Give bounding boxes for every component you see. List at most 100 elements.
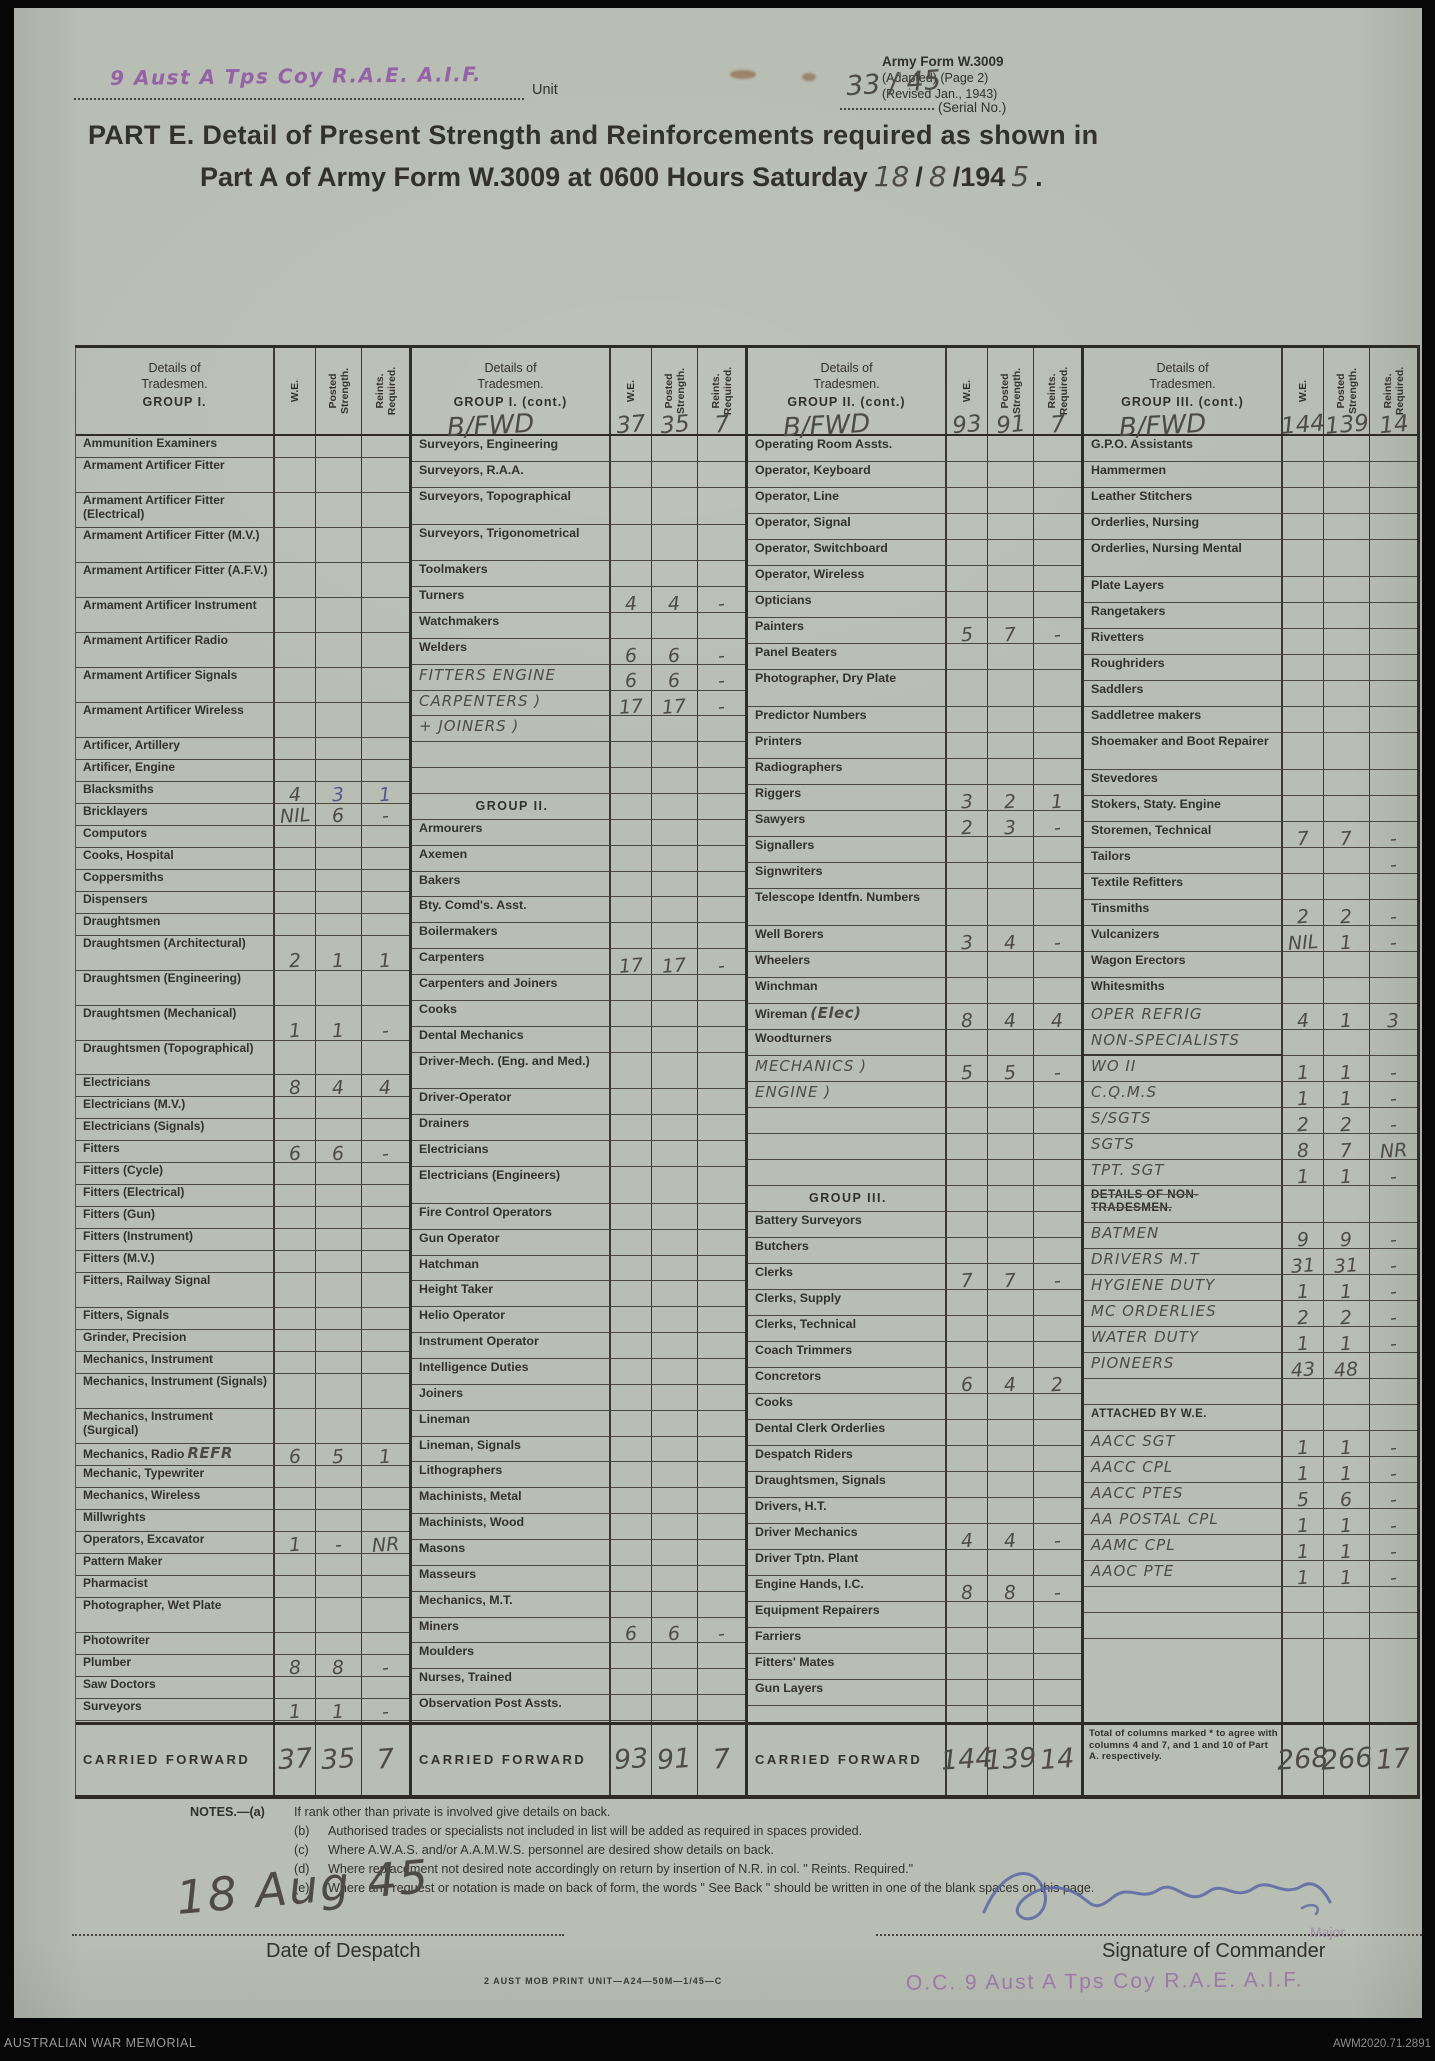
trade-row: S/SGTS 2 2 - <box>1084 1108 1417 1137</box>
trade-label: AACC CPL <box>1084 1457 1283 1483</box>
spacer-cell <box>698 1721 745 1722</box>
group-name: GROUP I. (cont.) <box>453 395 568 410</box>
handwritten-value: 1 <box>1296 1436 1310 1460</box>
we-cell <box>1283 1379 1324 1405</box>
trade-row: Radiographers <box>748 759 1081 785</box>
handwritten-value: - <box>717 670 726 693</box>
rr-cell: - <box>1370 1509 1417 1537</box>
we-cell <box>1283 1405 1324 1431</box>
ps-cell <box>1324 796 1370 822</box>
rr-cell <box>698 1462 745 1489</box>
trade-label: Photographer, Wet Plate <box>76 1598 275 1634</box>
rr-cell: - <box>1370 1301 1417 1329</box>
trade-label: Mechanics, Instrument <box>76 1352 275 1375</box>
ps-cell: 4 <box>988 1004 1034 1032</box>
trade-label: Operator, Signal <box>748 514 947 540</box>
handwritten-value: 1 <box>1296 1087 1310 1111</box>
trade-label <box>1084 1587 1283 1613</box>
trade-row: Grinder, Precision <box>76 1330 409 1353</box>
trade-row: Lithographers <box>412 1462 745 1489</box>
we-cell: 3 <box>947 785 988 814</box>
rr-cell <box>698 1001 745 1027</box>
rr-cell <box>1034 1446 1081 1472</box>
handwritten-value: 1 <box>1339 1566 1354 1590</box>
handwritten-value: 1 <box>331 1019 346 1043</box>
trade-row: Draughtsmen (Topographical) <box>76 1040 409 1076</box>
we-cell <box>947 1420 988 1446</box>
ps-cell: 6 <box>652 638 698 667</box>
trade-label: Wagon Erectors <box>1084 952 1283 978</box>
trade-row: Signallers <box>748 837 1081 863</box>
we-cell: 1 <box>1283 1056 1324 1085</box>
rr-cell <box>698 768 745 795</box>
rr-cell: - <box>1370 1223 1417 1251</box>
ps-cell: 1 <box>316 935 362 973</box>
notes-prefix: NOTES.—(a) <box>190 1805 265 1819</box>
we-cell <box>611 1410 652 1437</box>
rr-cell <box>698 1281 745 1308</box>
rr-cell <box>1034 1108 1081 1134</box>
trade-row: Driver-Mech. (Eng. and Med.) <box>412 1052 745 1090</box>
rr-cell: 4 <box>1034 1004 1081 1032</box>
handwritten-value: 3 <box>1386 1009 1401 1033</box>
handwritten-value: - <box>1389 1087 1398 1111</box>
handwritten-value: - <box>381 1020 390 1043</box>
handwritten-value: 2 <box>1339 1113 1354 1137</box>
ps-cell <box>988 670 1034 707</box>
trade-label: Draughtsmen (Architectural) <box>76 935 275 971</box>
handwritten-value: - <box>381 1700 390 1724</box>
we-cell <box>275 1374 316 1410</box>
we-cell <box>947 488 988 514</box>
handwritten-value: - <box>717 1623 726 1646</box>
trade-row <box>412 742 745 769</box>
handwritten-value: 1 <box>1296 1061 1310 1085</box>
rr-cell <box>362 1352 409 1375</box>
trade-row: HYGIENE DUTY 1 1 - <box>1084 1275 1417 1303</box>
we-cell <box>275 1409 316 1445</box>
rr-cell: NR <box>362 1532 409 1557</box>
trade-label: Rivetters <box>1084 629 1283 655</box>
trade-label: Leather Stitchers <box>1084 488 1283 514</box>
we-cell: 1 <box>1283 1327 1324 1355</box>
rr-cell: - <box>698 1618 745 1646</box>
handwritten-value: 4 <box>1003 1373 1018 1397</box>
rr-cell <box>1370 603 1417 629</box>
trade-label: Opticians <box>748 592 947 618</box>
trade-label: Masons <box>412 1539 611 1566</box>
trade-label: Miners <box>412 1617 611 1644</box>
we-cell: 43 <box>1283 1353 1324 1382</box>
trade-label: Armament Artificer Signals <box>76 667 275 703</box>
handwritten-value: 2 <box>1296 1306 1310 1330</box>
rr-cell <box>698 1359 745 1385</box>
we-cell: 7 <box>1283 822 1324 850</box>
ps-cell <box>1324 1613 1370 1639</box>
ps-cell <box>316 667 362 703</box>
handwritten-value: 17 <box>661 695 688 720</box>
we-cell <box>611 561 652 588</box>
handwritten-value: - <box>1389 1165 1398 1189</box>
rr-cell <box>698 742 745 769</box>
trade-label: Surveyors, Engineering <box>412 436 611 462</box>
ps-cell <box>988 978 1034 1004</box>
trade-row: Pharmacist <box>76 1576 409 1599</box>
rr-cell: - <box>1370 1561 1417 1589</box>
trade-label: Predictor Numbers <box>748 707 947 733</box>
handwritten-value: 3 <box>960 790 974 814</box>
trade-label: Panel Beaters <box>748 644 947 670</box>
handwritten-value: 1 <box>1296 1514 1310 1538</box>
handwritten-value: - <box>1389 1436 1398 1460</box>
rr-cell <box>698 1566 745 1592</box>
ps-cell <box>988 1290 1034 1316</box>
we-cell <box>611 1333 652 1359</box>
trade-row: Armament Artificer Wireless <box>76 702 409 738</box>
trade-label: Joiners <box>412 1384 611 1411</box>
trade-row: Fitters, Railway Signal <box>76 1273 409 1309</box>
trade-label: Engine Hands, I.C. <box>748 1576 947 1602</box>
trade-row: Operator, Wireless <box>748 566 1081 592</box>
trade-row: AAMC CPL 1 1 - <box>1084 1535 1417 1563</box>
trade-label: Carpenters and Joiners <box>412 975 611 1001</box>
carried-forward-value: 35 <box>320 1743 357 1777</box>
trade-row: Photowriter <box>76 1633 409 1656</box>
ps-cell <box>1324 1379 1370 1405</box>
column-header-ps: Posted Strength. 91 <box>988 348 1034 439</box>
